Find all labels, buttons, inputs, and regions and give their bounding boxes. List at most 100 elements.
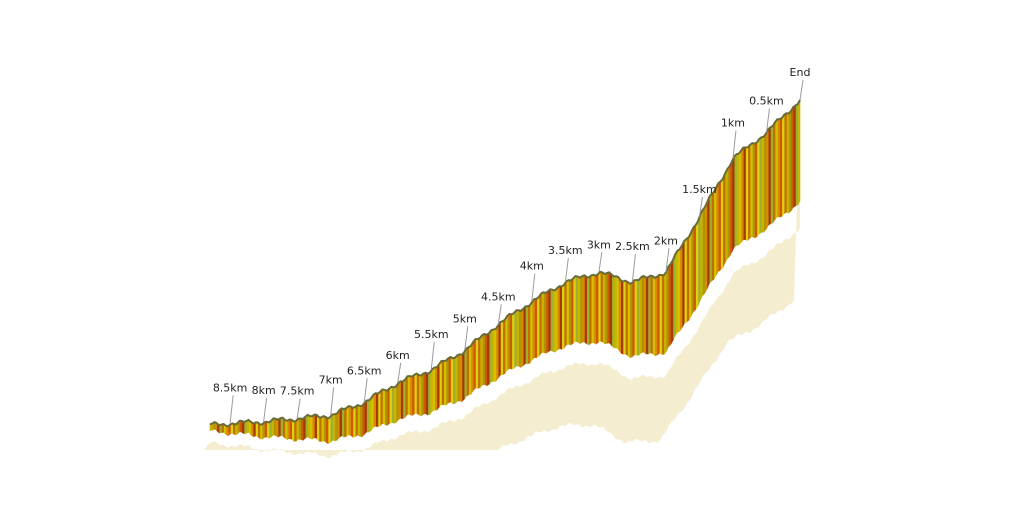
- profile-segment: [777, 118, 780, 218]
- profile-segment: [758, 136, 762, 235]
- profile-segment: [570, 278, 574, 346]
- profile-segment: [697, 215, 701, 307]
- profile-segment: [466, 346, 469, 397]
- profile-segment: [761, 136, 764, 233]
- profile-segment: [543, 291, 547, 354]
- profile-segment: [565, 279, 569, 346]
- profile-segment: [518, 309, 522, 368]
- profile-segment: [452, 357, 456, 405]
- marker-leader-line: [765, 108, 770, 133]
- profile-segment: [361, 402, 365, 438]
- profile-segment: [443, 360, 447, 406]
- marker-leader-line: [732, 130, 737, 159]
- profile-segment: [375, 392, 379, 427]
- profile-segment: [384, 389, 388, 426]
- profile-segment: [752, 142, 755, 238]
- profile-segment: [640, 275, 644, 354]
- profile-segment: [729, 161, 733, 257]
- profile-segment: [781, 113, 785, 218]
- profile-segment: [656, 274, 660, 356]
- profile-segment: [754, 142, 758, 239]
- profile-segment: [736, 153, 740, 246]
- marker-leader-line: [430, 341, 435, 370]
- profile-segment: [252, 422, 256, 438]
- profile-segment: [629, 282, 633, 359]
- marker-label: 2km: [654, 234, 678, 247]
- profile-segment: [556, 285, 560, 351]
- profile-segment: [636, 279, 640, 356]
- profile-segment: [597, 271, 601, 344]
- profile-segment: [525, 305, 528, 364]
- profile-segment: [364, 399, 367, 436]
- profile-segment: [679, 244, 683, 333]
- marker-label: 1.5km: [682, 183, 717, 196]
- profile-segment: [652, 275, 656, 357]
- profile-segment: [790, 106, 794, 213]
- profile-segment: [504, 314, 508, 375]
- marker-leader-line: [330, 387, 335, 416]
- profile-segment: [529, 300, 533, 365]
- profile-segment: [547, 288, 551, 353]
- profile-segment: [314, 414, 317, 439]
- profile-segment: [311, 414, 315, 440]
- profile-segment: [393, 385, 397, 424]
- profile-segment: [756, 138, 760, 239]
- profile-segment: [541, 291, 544, 354]
- profile-segment: [454, 354, 458, 405]
- profile-segment: [402, 378, 406, 420]
- profile-segment: [432, 366, 435, 412]
- profile-segment: [715, 183, 719, 276]
- profile-segment: [575, 275, 578, 343]
- profile-segment: [459, 354, 463, 402]
- profile-segment: [552, 289, 556, 353]
- profile-segment: [427, 371, 431, 416]
- marker-label: 4km: [520, 260, 544, 273]
- profile-segment: [665, 266, 669, 352]
- profile-segment: [491, 329, 494, 383]
- profile-segment: [468, 345, 472, 396]
- profile-segment: [724, 168, 728, 263]
- profile-segment: [677, 248, 681, 333]
- profile-segment: [266, 421, 270, 439]
- marker-label: 7.5km: [280, 385, 315, 398]
- profile-segment: [418, 374, 422, 416]
- profile-segment: [438, 360, 442, 409]
- profile-segment: [398, 380, 401, 421]
- profile-segment: [484, 333, 488, 386]
- profile-segment: [493, 328, 497, 382]
- profile-segment: [527, 304, 531, 365]
- profile-segment: [568, 279, 572, 345]
- profile-segment: [613, 275, 617, 349]
- profile-segment: [486, 332, 490, 387]
- profile-segment: [586, 276, 590, 345]
- profile-segment: [670, 259, 674, 346]
- profile-segment: [339, 407, 342, 439]
- marker-leader-line: [229, 395, 234, 424]
- profile-segment: [307, 414, 311, 439]
- profile-segment: [277, 417, 281, 438]
- profile-segment: [298, 418, 302, 440]
- profile-segment: [411, 374, 415, 417]
- profile-segment: [770, 125, 774, 225]
- profile-segment: [595, 273, 599, 345]
- profile-segment: [581, 274, 585, 343]
- profile-segment: [291, 419, 295, 442]
- marker-label: 3km: [587, 238, 611, 251]
- profile-segment: [284, 419, 288, 440]
- profile-segment: [767, 126, 771, 227]
- profile-segment: [727, 165, 730, 260]
- profile-segment: [520, 308, 524, 369]
- profile-segment: [588, 274, 592, 346]
- profile-segment: [404, 375, 408, 419]
- profile-segment: [577, 276, 581, 344]
- profile-segment: [400, 380, 404, 419]
- profile-segment: [720, 178, 724, 271]
- profile-segment: [681, 240, 685, 329]
- profile-segment: [550, 288, 553, 352]
- profile-segment: [584, 274, 587, 345]
- profile-segment: [604, 272, 608, 345]
- profile-segment: [747, 144, 751, 242]
- profile-segment: [672, 254, 676, 342]
- marker-leader-line: [497, 304, 502, 325]
- marker-leader-line: [296, 398, 301, 419]
